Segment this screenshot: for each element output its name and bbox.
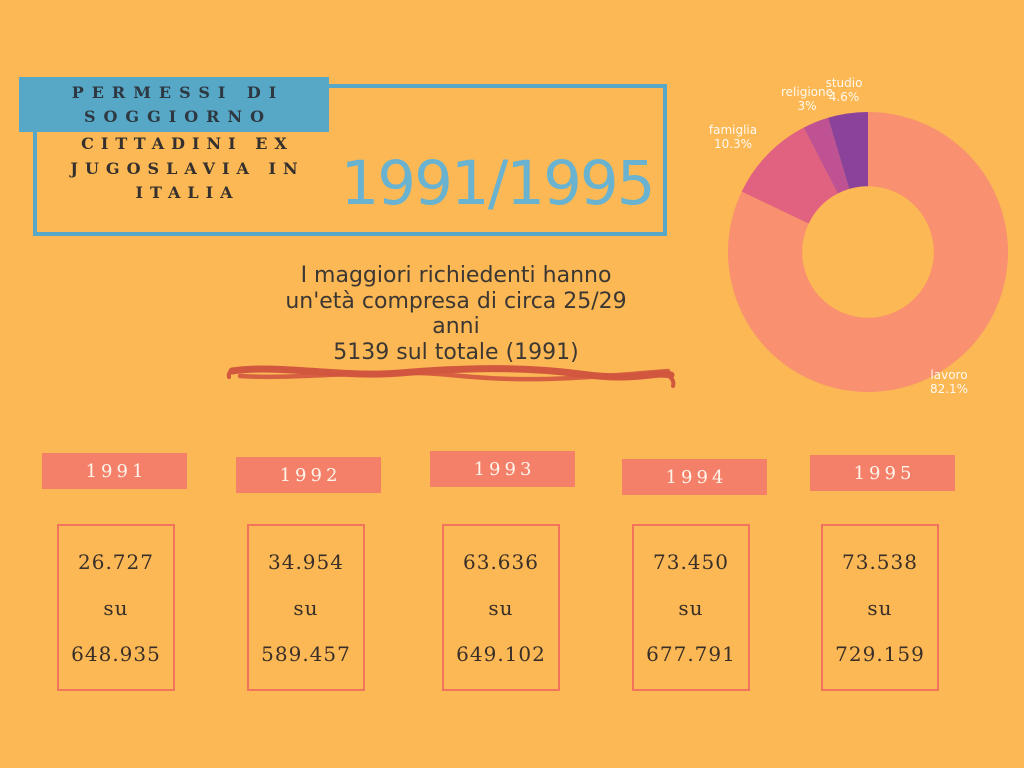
- donut-label-famiglia: famiglia 10.3%: [701, 123, 765, 151]
- total-1993: 649.102: [456, 641, 546, 666]
- su-label-1994: su: [678, 595, 704, 620]
- highlight-line-1: I maggiori richiedenti hanno: [300, 263, 612, 288]
- donut-label-religione-pct: 3%: [797, 99, 817, 113]
- total-1992: 589.457: [261, 641, 351, 666]
- donut-segment-religione: [803, 117, 850, 194]
- donut-segment-lavoro: [728, 112, 1008, 392]
- su-label-1991: su: [103, 595, 129, 620]
- data-box-1991: 26.727 su 648.935: [57, 524, 175, 691]
- year-header-1991: 1991: [42, 453, 187, 489]
- su-label-1992: su: [293, 595, 319, 620]
- donut-segment-studio: [828, 112, 868, 189]
- title-line-2: SOGGIORNO: [83, 106, 273, 126]
- year-header-1992: 1992: [236, 457, 381, 493]
- donut-label-studio-pct: 4.6%: [828, 90, 860, 104]
- highlight-line-2: un'età compresa di circa 25/29: [285, 288, 627, 314]
- donut-label-famiglia-name: famiglia: [708, 123, 758, 137]
- donut-label-religione: religione 3%: [773, 85, 841, 113]
- subtitle-line-3: ITALIA: [135, 183, 240, 202]
- donut-label-religione-name: religione: [780, 85, 833, 99]
- total-1994: 677.791: [646, 641, 736, 666]
- donut-label-studio: studio 4.6%: [816, 76, 872, 104]
- title-banner: PERMESSI DI SOGGIORNO: [19, 77, 329, 132]
- total-1995: 729.159: [835, 641, 925, 666]
- title-outline-frame: [33, 84, 667, 236]
- data-box-1992: 34.954 su 589.457: [247, 524, 365, 691]
- donut-label-lavoro-pct: 82.1%: [929, 382, 969, 396]
- permits-1994: 73.450: [653, 549, 729, 574]
- donut-label-lavoro-name: lavoro: [930, 368, 968, 382]
- subtitle: CITTADINI EX JUGOSLAVIA IN ITALIA: [19, 132, 349, 206]
- year-header-1994: 1994: [622, 459, 767, 495]
- donut-label-famiglia-pct: 10.3%: [713, 137, 753, 151]
- highlight-line-4: 5139 sul totale (1991): [333, 339, 579, 365]
- highlight-line-3: anni: [432, 314, 480, 339]
- subtitle-line-1: CITTADINI EX: [81, 134, 294, 153]
- total-1991: 648.935: [71, 641, 161, 666]
- period-heading: 1991/1995: [340, 148, 655, 219]
- title-line-1: PERMESSI DI: [71, 82, 285, 102]
- data-box-1995: 73.538 su 729.159: [821, 524, 939, 691]
- donut-label-studio-name: studio: [825, 76, 863, 90]
- su-label-1995: su: [867, 595, 893, 620]
- year-header-1995: 1995: [810, 455, 955, 491]
- data-box-1993: 63.636 su 649.102: [442, 524, 560, 691]
- permits-1992: 34.954: [268, 549, 344, 574]
- year-header-1993: 1993: [430, 451, 575, 487]
- donut-chart: [728, 112, 1008, 392]
- donut-label-lavoro: lavoro 82.1%: [917, 368, 981, 396]
- permits-1995: 73.538: [842, 549, 918, 574]
- permits-1991: 26.727: [78, 549, 154, 574]
- subtitle-line-2: JUGOSLAVIA IN: [70, 158, 305, 178]
- donut-segment-famiglia: [741, 127, 838, 224]
- brush-underline: [226, 365, 676, 388]
- su-label-1993: su: [488, 595, 514, 620]
- highlight-text: I maggiori richiedenti hanno un'età comp…: [240, 263, 672, 365]
- permits-1993: 63.636: [463, 549, 539, 574]
- data-box-1994: 73.450 su 677.791: [632, 524, 750, 691]
